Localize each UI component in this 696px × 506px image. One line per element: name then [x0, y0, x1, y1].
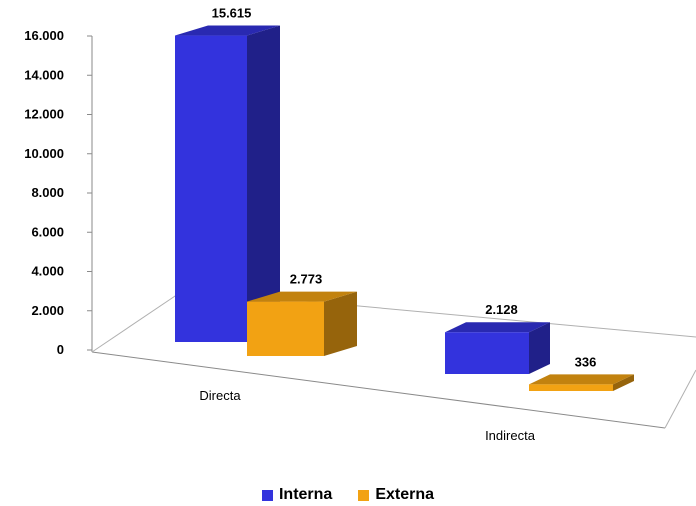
legend-label-externa: Externa	[375, 486, 435, 503]
bar-front-face	[529, 384, 613, 391]
bar-externa-directa	[247, 291, 357, 356]
bar-side-face	[529, 322, 550, 374]
bar-top-face	[529, 374, 634, 385]
data-label-interna-directa: 15.615	[212, 6, 252, 21]
y-tick-label: 6.000	[31, 224, 64, 239]
chart-legend: Interna Externa	[0, 486, 696, 504]
bar-front-face	[445, 332, 529, 374]
bar-side-face	[613, 374, 634, 391]
y-tick-label: 0	[57, 342, 64, 357]
chart-bars	[175, 25, 634, 391]
y-tick-label: 10.000	[24, 146, 64, 161]
bar-top-face	[175, 25, 280, 36]
floor-right-edge	[664, 369, 696, 429]
data-label-externa-indirecta: 336	[575, 354, 597, 369]
legend-label-interna: Interna	[278, 486, 333, 503]
bar-externa-indirecta	[529, 374, 634, 391]
bar-interna-indirecta	[445, 322, 550, 374]
floor-front-edge	[91, 351, 666, 429]
bar-front-face	[175, 35, 247, 342]
y-tick-label: 4.000	[31, 264, 64, 279]
y-tick-label: 2.000	[31, 303, 64, 318]
y-tick-label: 16.000	[24, 28, 64, 43]
data-labels: 15.615 2.773 2.128 336	[212, 6, 597, 370]
data-label-interna-indirecta: 2.128	[485, 302, 518, 317]
bar-side-face	[247, 25, 280, 342]
bar-side-face	[324, 291, 357, 356]
bar-top-face	[445, 322, 550, 333]
data-label-externa-directa: 2.773	[290, 272, 323, 287]
y-tick-label: 12.000	[24, 107, 64, 122]
x-axis-category-labels: Directa Indirecta	[199, 388, 535, 443]
y-axis-tick-labels: 0 2.000 4.000 6.000 8.000 10.000 12.000 14.000 1…	[24, 28, 92, 357]
legend-swatch-externa	[358, 489, 370, 501]
legend-item-interna: Interna	[261, 486, 333, 504]
floor-left-edge	[91, 289, 185, 353]
y-tick-label: 14.000	[24, 67, 64, 82]
legend-item-externa: Externa	[358, 486, 434, 504]
bar-interna-directa	[175, 25, 280, 342]
y-tick-label: 8.000	[31, 185, 64, 200]
bar-front-face	[247, 301, 324, 356]
category-label-indirecta: Indirecta	[485, 428, 536, 443]
category-label-directa: Directa	[199, 388, 241, 403]
bar-top-face	[247, 291, 357, 302]
legend-swatch-interna	[261, 489, 273, 501]
